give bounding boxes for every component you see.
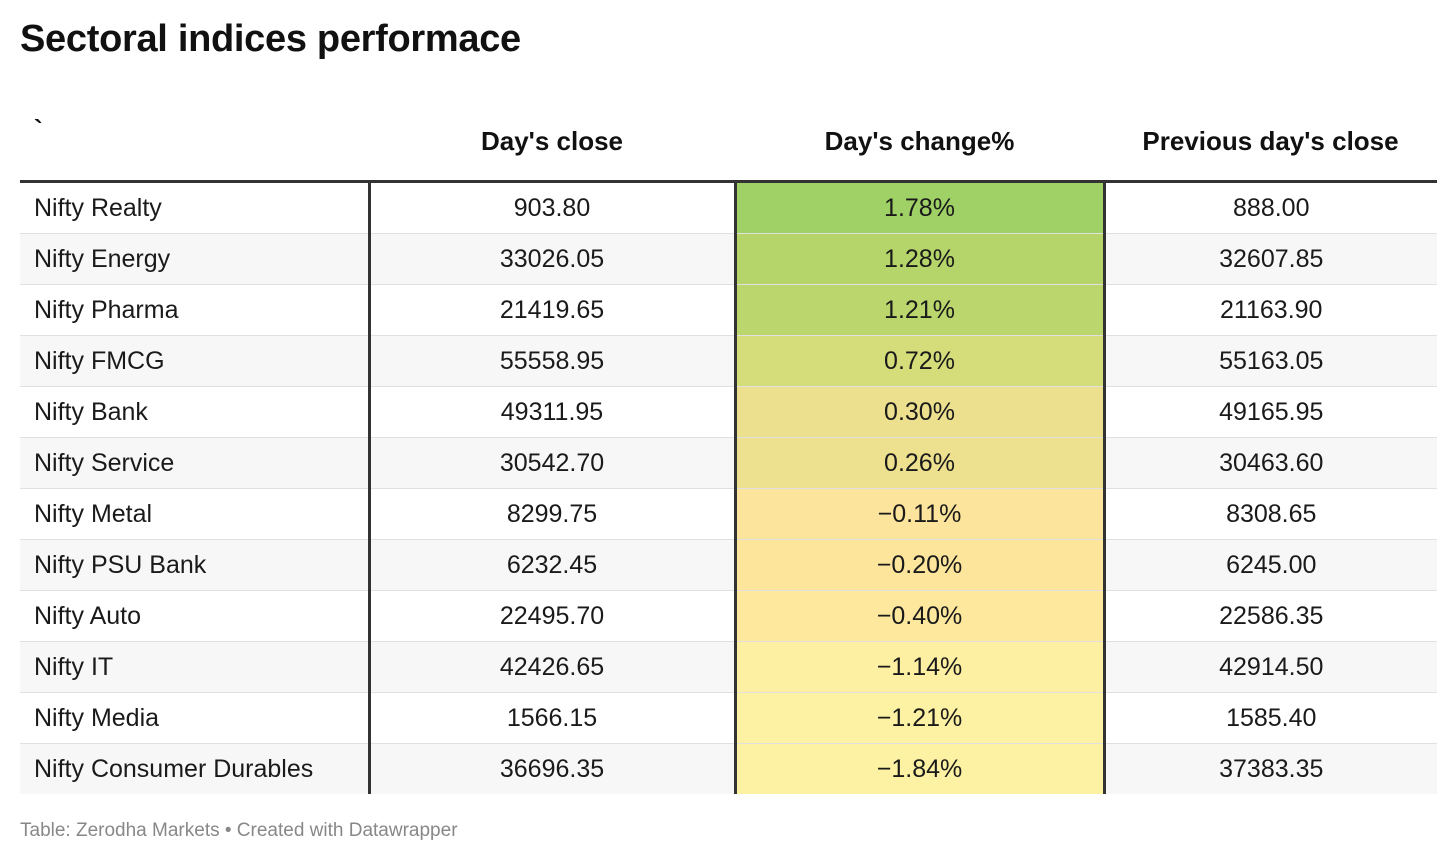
cell-previous-close: 49165.95 <box>1104 386 1437 438</box>
header-row: ` Day's close Day's change% Previous day… <box>20 102 1437 183</box>
cell-days-change: −0.11% <box>733 488 1106 540</box>
cell-days-close: 903.80 <box>369 181 735 234</box>
cell-days-change: −0.40% <box>733 590 1106 642</box>
table-row: Nifty Realty 903.80 1.78% 888.00 <box>20 181 1437 234</box>
cell-days-change: 0.30% <box>733 386 1106 438</box>
table-header: ` Day's close Day's change% Previous day… <box>20 102 1437 183</box>
cell-days-close: 36696.35 <box>369 743 735 794</box>
cell-days-close: 49311.95 <box>369 386 735 438</box>
cell-days-change: −0.20% <box>733 539 1106 591</box>
cell-previous-close: 6245.00 <box>1104 539 1437 591</box>
sectoral-indices-table: ` Day's close Day's change% Previous day… <box>20 102 1437 794</box>
cell-days-change: 0.26% <box>733 437 1106 489</box>
cell-index-name: Nifty Bank <box>20 386 371 438</box>
cell-index-name: Nifty Metal <box>20 488 371 540</box>
cell-index-name: Nifty Media <box>20 692 371 744</box>
cell-days-close: 21419.65 <box>369 284 735 336</box>
cell-days-close: 30542.70 <box>369 437 735 489</box>
table-row: Nifty Energy 33026.05 1.28% 32607.85 <box>20 233 1437 285</box>
column-header-name[interactable]: ` <box>20 102 369 183</box>
table-row: Nifty Auto 22495.70 −0.40% 22586.35 <box>20 590 1437 642</box>
cell-previous-close: 8308.65 <box>1104 488 1437 540</box>
cell-days-close: 6232.45 <box>369 539 735 591</box>
cell-index-name: Nifty FMCG <box>20 335 371 387</box>
table-row: Nifty Pharma 21419.65 1.21% 21163.90 <box>20 284 1437 336</box>
table-body: Nifty Realty 903.80 1.78% 888.00 Nifty Energ… <box>20 181 1437 794</box>
cell-days-close: 42426.65 <box>369 641 735 693</box>
cell-days-change: 1.28% <box>733 233 1106 285</box>
cell-previous-close: 32607.85 <box>1104 233 1437 285</box>
cell-previous-close: 1585.40 <box>1104 692 1437 744</box>
cell-previous-close: 37383.35 <box>1104 743 1437 794</box>
table-row: Nifty Metal 8299.75 −0.11% 8308.65 <box>20 488 1437 540</box>
table-row: Nifty Consumer Durables 36696.35 −1.84% 373… <box>20 743 1437 794</box>
source-footer: Table: Zerodha Markets • Created with Da… <box>20 820 458 841</box>
cell-index-name: Nifty Consumer Durables <box>20 743 371 794</box>
cell-days-close: 1566.15 <box>369 692 735 744</box>
cell-previous-close: 21163.90 <box>1104 284 1437 336</box>
cell-days-change: −1.21% <box>733 692 1106 744</box>
cell-index-name: Nifty IT <box>20 641 371 693</box>
cell-days-close: 55558.95 <box>369 335 735 387</box>
table-row: Nifty Media 1566.15 −1.21% 1585.40 <box>20 692 1437 744</box>
cell-previous-close: 42914.50 <box>1104 641 1437 693</box>
cell-index-name: Nifty Auto <box>20 590 371 642</box>
table-row: Nifty Service 30542.70 0.26% 30463.60 <box>20 437 1437 489</box>
cell-days-close: 22495.70 <box>369 590 735 642</box>
table-row: Nifty FMCG 55558.95 0.72% 55163.05 <box>20 335 1437 387</box>
cell-days-close: 33026.05 <box>369 233 735 285</box>
cell-previous-close: 30463.60 <box>1104 437 1437 489</box>
cell-days-change: 1.21% <box>733 284 1106 336</box>
column-header-days-close[interactable]: Day's close <box>369 102 735 183</box>
cell-index-name: Nifty Service <box>20 437 371 489</box>
table-row: Nifty IT 42426.65 −1.14% 42914.50 <box>20 641 1437 693</box>
cell-index-name: Nifty PSU Bank <box>20 539 371 591</box>
cell-days-change: 1.78% <box>733 181 1106 234</box>
column-header-previous-close[interactable]: Previous day's close <box>1104 102 1437 183</box>
column-header-days-change[interactable]: Day's change% <box>735 102 1104 183</box>
cell-days-close: 8299.75 <box>369 488 735 540</box>
cell-index-name: Nifty Realty <box>20 181 371 234</box>
table-row: Nifty PSU Bank 6232.45 −0.20% 6245.00 <box>20 539 1437 591</box>
cell-previous-close: 55163.05 <box>1104 335 1437 387</box>
cell-previous-close: 22586.35 <box>1104 590 1437 642</box>
cell-days-change: −1.14% <box>733 641 1106 693</box>
cell-index-name: Nifty Pharma <box>20 284 371 336</box>
cell-index-name: Nifty Energy <box>20 233 371 285</box>
chart-title: Sectoral indices performace <box>20 18 521 60</box>
cell-days-change: 0.72% <box>733 335 1106 387</box>
cell-days-change: −1.84% <box>733 743 1106 794</box>
cell-previous-close: 888.00 <box>1104 181 1437 234</box>
table-row: Nifty Bank 49311.95 0.30% 49165.95 <box>20 386 1437 438</box>
